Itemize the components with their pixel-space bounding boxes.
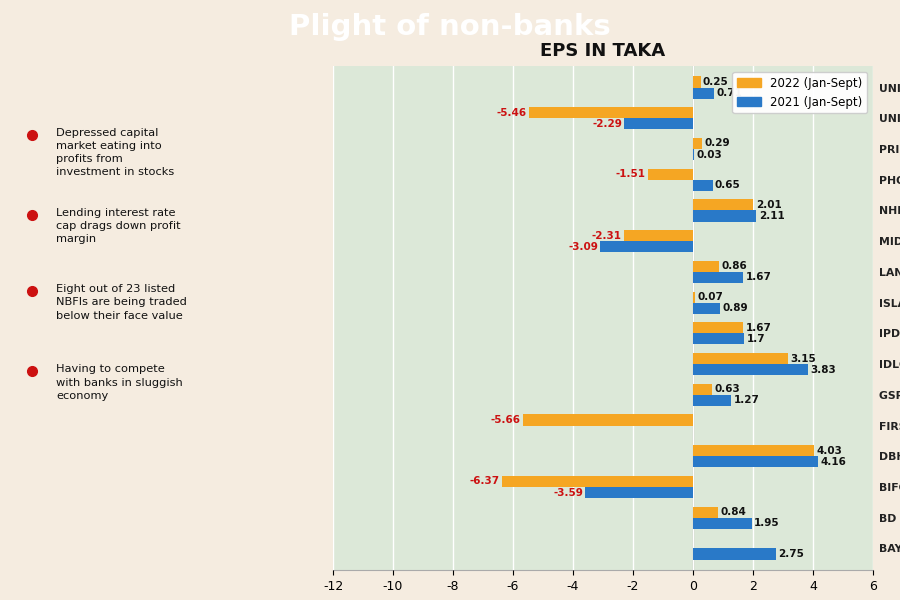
Text: -2.31: -2.31 <box>591 230 621 241</box>
Bar <box>693 88 715 98</box>
Bar <box>600 241 693 252</box>
Text: 3.83: 3.83 <box>810 365 836 374</box>
Bar <box>693 353 788 364</box>
Text: 1.7: 1.7 <box>746 334 765 344</box>
Bar <box>693 548 776 560</box>
Text: 0.71: 0.71 <box>716 88 742 98</box>
Text: 1.95: 1.95 <box>754 518 779 528</box>
Bar <box>693 199 753 211</box>
Bar <box>693 456 818 467</box>
Text: 0.29: 0.29 <box>704 139 730 148</box>
Text: -3.59: -3.59 <box>553 488 583 497</box>
Text: 2.75: 2.75 <box>778 549 804 559</box>
Bar <box>523 415 693 425</box>
Bar <box>693 384 712 395</box>
Bar <box>585 487 693 498</box>
Bar <box>693 211 756 221</box>
Bar <box>529 107 693 118</box>
Text: 1.67: 1.67 <box>745 323 771 333</box>
Text: 0.86: 0.86 <box>721 262 747 271</box>
Bar <box>693 272 743 283</box>
Text: -2.29: -2.29 <box>592 119 622 129</box>
Text: -5.66: -5.66 <box>491 415 521 425</box>
Bar <box>693 322 743 334</box>
Text: -5.46: -5.46 <box>497 108 526 118</box>
Bar <box>693 76 700 88</box>
Text: Having to compete
with banks in sluggish
economy: Having to compete with banks in sluggish… <box>57 364 183 401</box>
Bar <box>625 118 693 130</box>
Text: 0.25: 0.25 <box>703 77 729 87</box>
Text: 0.89: 0.89 <box>722 303 748 313</box>
Text: 0.07: 0.07 <box>698 292 724 302</box>
Text: -6.37: -6.37 <box>470 476 500 487</box>
Legend: 2022 (Jan-Sept), 2021 (Jan-Sept): 2022 (Jan-Sept), 2021 (Jan-Sept) <box>733 72 867 113</box>
Bar <box>693 364 808 375</box>
Bar <box>693 506 718 518</box>
Bar <box>502 476 693 487</box>
Bar <box>693 445 814 456</box>
Text: Lending interest rate
cap drags down profit
margin: Lending interest rate cap drags down pro… <box>57 208 181 244</box>
Bar <box>693 302 720 314</box>
Text: 2.01: 2.01 <box>756 200 781 210</box>
Text: -1.51: -1.51 <box>616 169 645 179</box>
Text: 4.03: 4.03 <box>816 446 842 456</box>
Text: Plight of non-banks: Plight of non-banks <box>289 13 611 41</box>
Text: 1.67: 1.67 <box>745 272 771 283</box>
Text: 2.11: 2.11 <box>759 211 785 221</box>
Bar <box>693 261 719 272</box>
Text: 0.63: 0.63 <box>715 384 740 394</box>
Text: Eight out of 23 listed
NBFIs are being traded
below their face value: Eight out of 23 listed NBFIs are being t… <box>57 284 187 320</box>
Bar <box>624 230 693 241</box>
Text: 1.27: 1.27 <box>734 395 760 406</box>
Title: EPS IN TAKA: EPS IN TAKA <box>540 42 666 60</box>
Text: -3.09: -3.09 <box>568 242 598 252</box>
Text: 0.84: 0.84 <box>721 507 746 517</box>
Bar <box>693 292 695 302</box>
Bar <box>693 395 731 406</box>
Bar <box>693 138 702 149</box>
Text: 3.15: 3.15 <box>790 353 815 364</box>
Bar <box>693 149 694 160</box>
Bar <box>648 169 693 180</box>
Bar <box>693 518 752 529</box>
Text: 4.16: 4.16 <box>820 457 846 467</box>
Bar <box>693 180 713 191</box>
Text: 0.65: 0.65 <box>715 180 741 190</box>
Text: Depressed capital
market eating into
profits from
investment in stocks: Depressed capital market eating into pro… <box>57 128 175 177</box>
Bar <box>693 334 744 344</box>
Text: 0.03: 0.03 <box>697 149 722 160</box>
